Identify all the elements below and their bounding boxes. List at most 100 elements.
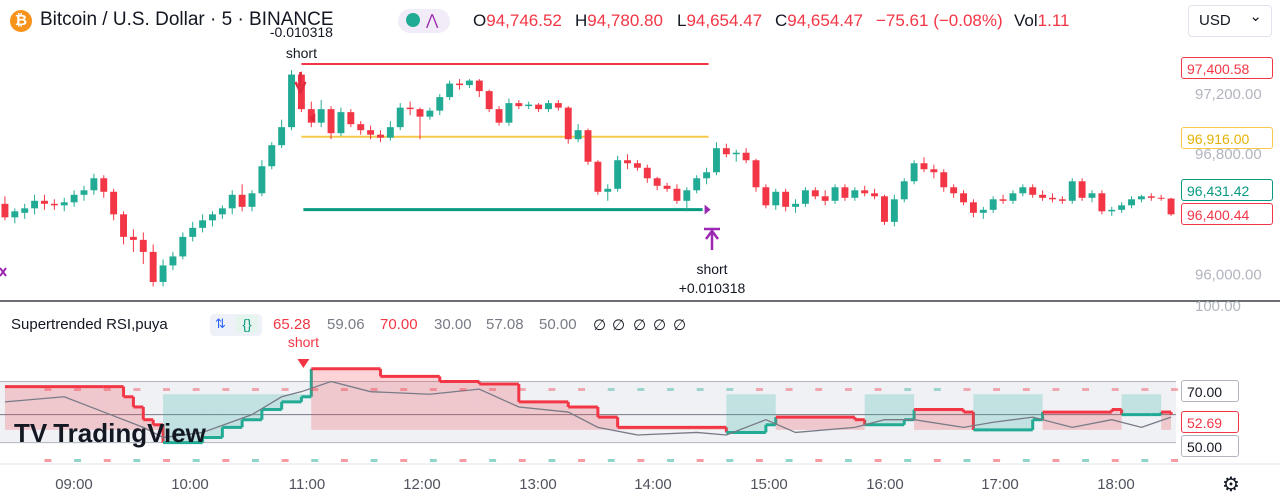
candle-body — [1128, 199, 1135, 206]
signal-dot — [1141, 388, 1149, 391]
tradingview-logo-icon: TV — [14, 418, 48, 448]
signal-dot — [785, 388, 793, 391]
candle-body — [940, 172, 948, 188]
signal-dot — [815, 459, 823, 462]
stop-price-label: 97,400.58 — [1181, 57, 1273, 79]
rsi-lower-label: 50.00 — [1181, 435, 1239, 457]
candle-body — [446, 83, 454, 98]
supertrend-fill — [726, 394, 766, 433]
candle-body — [624, 160, 631, 164]
candle-body — [406, 107, 414, 110]
signal-dot — [933, 388, 941, 391]
exit-signal-label: short — [696, 261, 727, 277]
time-tick-label: 18:00 — [1097, 476, 1135, 493]
candle-body — [653, 178, 661, 186]
price-tick-label: 96,800.00 — [1195, 146, 1262, 163]
entry-signal-value: -0.010318 — [270, 24, 333, 40]
source-code-icon: {} — [236, 315, 258, 333]
supertrend-fill — [143, 419, 154, 430]
candle-body — [278, 127, 286, 146]
candle-body — [465, 80, 473, 86]
supertrend-fill — [311, 368, 381, 430]
signal-dot — [459, 459, 467, 462]
candle-body — [525, 104, 533, 107]
candle-body — [831, 187, 839, 201]
candle-body — [614, 160, 622, 189]
signal-dot — [222, 459, 230, 462]
signal-dot — [459, 388, 467, 391]
candle-body — [871, 193, 879, 197]
rsi-upper-label: 70.00 — [1181, 380, 1239, 402]
signal-dot — [44, 459, 52, 462]
signal-dot — [311, 388, 319, 391]
candle-body — [801, 190, 809, 204]
signal-dot — [1171, 459, 1178, 462]
candle-body — [1029, 187, 1037, 195]
signal-dot — [1052, 459, 1060, 462]
rsi-band — [0, 381, 1176, 443]
price-change: −75.61 (−0.08%) — [876, 11, 1003, 30]
candle-body — [1019, 187, 1027, 194]
signal-dot — [340, 459, 348, 462]
signal-dot — [429, 388, 437, 391]
symbol-title[interactable]: Bitcoin / U.S. Dollar · 5 · BINANCE — [40, 9, 334, 30]
signal-dot — [874, 459, 882, 462]
indicator-name[interactable]: Supertrended RSI,puya — [11, 316, 168, 333]
candle-body — [396, 107, 404, 128]
signal-dot — [993, 459, 1001, 462]
signal-dot — [578, 388, 586, 391]
signal-dot — [489, 388, 497, 391]
target-price-label: 96,431.42 — [1181, 179, 1273, 201]
rsi-tick-label: 100.00 — [1195, 298, 1241, 315]
candle-body — [1167, 198, 1175, 215]
candle-body — [1098, 193, 1106, 212]
exit-marker-icon — [704, 204, 711, 215]
compare-button[interactable]: ⋀ — [398, 9, 450, 33]
ohlc-open: O94,746.52 — [473, 11, 562, 30]
supertrend-fill — [1111, 409, 1122, 430]
time-tick-label: 10:00 — [171, 476, 209, 493]
candle-body — [535, 104, 543, 110]
rsi-line — [4, 380, 1172, 439]
signal-dot — [667, 388, 674, 391]
candle-body — [752, 160, 760, 188]
candle-body — [60, 202, 68, 206]
signal-dot — [904, 388, 912, 391]
candle-body — [643, 167, 651, 179]
candle-body — [1147, 196, 1155, 198]
candle-body — [386, 127, 394, 138]
currency-select[interactable]: USD ⌄ — [1188, 5, 1272, 37]
signal-dot — [192, 459, 200, 462]
signal-dot — [1082, 388, 1090, 391]
indicator-controls[interactable]: ⇅ {} — [210, 314, 262, 336]
signal-dot — [133, 459, 141, 462]
candle-body — [881, 196, 888, 222]
candle-body — [584, 130, 592, 162]
candle-body — [732, 152, 740, 155]
candle-body — [792, 203, 799, 207]
arrow-up-icon — [704, 227, 720, 250]
candle-body — [367, 130, 375, 135]
indicator-value-10: ∅ — [653, 317, 667, 334]
candle-body — [238, 194, 246, 207]
signal-dot — [74, 459, 82, 462]
supertrend-fill — [4, 386, 104, 430]
gear-icon[interactable]: ⚙ — [1222, 474, 1240, 496]
supertrend-fill — [1161, 412, 1172, 430]
candle-body — [841, 187, 849, 198]
ohlc-low: L94,654.47 — [677, 11, 763, 30]
candle-body — [683, 190, 691, 201]
time-tick-label: 13:00 — [519, 476, 557, 493]
supertrend-fill — [380, 376, 440, 430]
candle-body — [31, 200, 39, 209]
candle-body — [950, 187, 958, 194]
candle-body — [594, 161, 602, 192]
candle-body — [149, 251, 157, 282]
chevron-down-icon: ⌄ — [1249, 8, 1262, 25]
candle-body — [169, 256, 177, 266]
candle-body — [772, 191, 780, 206]
candle-body — [485, 91, 493, 110]
ohlc-high: H94,780.80 — [575, 11, 663, 30]
